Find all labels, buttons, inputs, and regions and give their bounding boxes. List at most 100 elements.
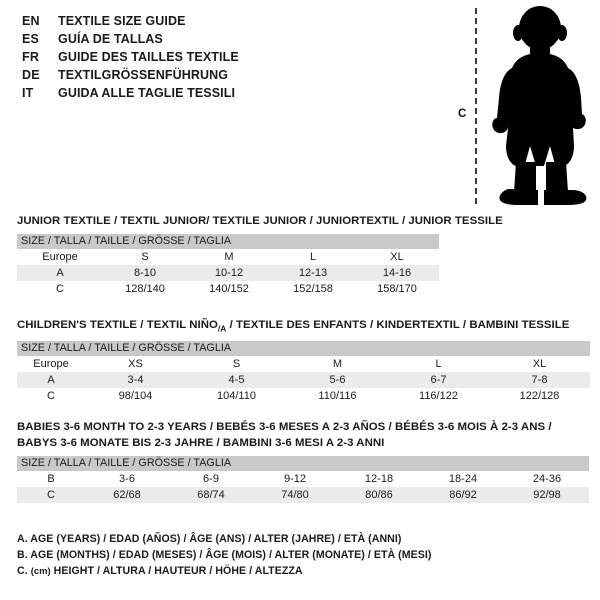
- table-cell: 12-18: [337, 471, 421, 487]
- row-label: B: [17, 471, 85, 487]
- table-cell: 80/86: [337, 487, 421, 503]
- section-junior-textile: JUNIOR TEXTILE / TEXTIL JUNIOR/ TEXTILE …: [17, 214, 503, 297]
- legend-line-b: B. AGE (MONTHS) / EDAD (MESES) / ÂGE (MO…: [17, 549, 432, 561]
- table-row: Europe S M L XL: [17, 249, 439, 265]
- legend-line-c: C. (cm) HEIGHT / ALTURA / HAUTEUR / HÖHE…: [17, 563, 577, 579]
- table-cell: 3-6: [85, 471, 169, 487]
- row-label: C: [17, 281, 103, 297]
- table-row: A 8-10 10-12 12-13 14-16: [17, 265, 439, 281]
- language-code-en: EN: [22, 14, 40, 28]
- legend-line-c-post: HEIGHT / ALTURA / HAUTEUR / HÖHE / ALTEZ…: [50, 565, 303, 577]
- table-cell: 128/140: [103, 281, 187, 297]
- row-label: Europe: [17, 356, 85, 373]
- guide-title-en: TEXTILE SIZE GUIDE: [58, 14, 186, 28]
- language-row: EN TEXTILE SIZE GUIDE: [22, 12, 422, 30]
- section-childrens-textile: CHILDREN'S TEXTILE / TEXTIL NIÑO/A / TEX…: [17, 318, 590, 405]
- table-cell: 14-16: [355, 265, 439, 281]
- row-label: A: [17, 372, 85, 389]
- table-cell: 10-12: [187, 265, 271, 281]
- table-cell: M: [187, 249, 271, 265]
- table-cell: 4-5: [186, 372, 287, 389]
- table-cell: L: [271, 249, 355, 265]
- row-label: Europe: [17, 249, 103, 265]
- table-header-row: SIZE / TALLA / TAILLE / GRÖSSE / TAGLIA: [17, 456, 589, 471]
- legend-line-a: A. AGE (YEARS) / EDAD (AÑOS) / ÂGE (ANS)…: [17, 533, 402, 545]
- table-cell: 68/74: [169, 487, 253, 503]
- table-cell: 92/98: [505, 487, 589, 503]
- language-code-es: ES: [22, 32, 40, 46]
- legend-block: A. AGE (YEARS) / EDAD (AÑOS) / ÂGE (ANS)…: [17, 531, 577, 579]
- section-title-junior: JUNIOR TEXTILE / TEXTIL JUNIOR/ TEXTILE …: [17, 215, 503, 227]
- language-row: IT GUIDA ALLE TAGLIE TESSILI: [22, 84, 422, 102]
- guide-title-de: TEXTILGRÖSSENFÜHRUNG: [58, 68, 229, 82]
- table-cell: 12-13: [271, 265, 355, 281]
- table-cell: 6-9: [169, 471, 253, 487]
- table-cell: XL: [489, 356, 590, 373]
- section-babies-textile: BABIES 3-6 MONTH TO 2-3 YEARS / BEBÉS 3-…: [17, 420, 589, 503]
- legend-line-c-unit: (cm): [30, 565, 51, 576]
- section-title-babies-line1: BABIES 3-6 MONTH TO 2-3 YEARS / BEBÉS 3-…: [17, 421, 552, 433]
- table-cell: 6-7: [388, 372, 489, 389]
- table-row: B 3-6 6-9 9-12 12-18 18-24 24-36: [17, 471, 589, 487]
- language-row: FR GUIDE DES TAILLES TEXTILE: [22, 48, 422, 66]
- table-cell: 74/80: [253, 487, 337, 503]
- height-measure-label: C: [458, 108, 467, 120]
- table-row: A 3-4 4-5 5-6 6-7 7-8: [17, 372, 590, 389]
- table-cell: 152/158: [271, 281, 355, 297]
- table-cell: 8-10: [103, 265, 187, 281]
- table-row: C 62/68 68/74 74/80 80/86 86/92 92/98: [17, 487, 589, 503]
- table-cell: 5-6: [287, 372, 388, 389]
- section-title-children-sub: /A: [217, 323, 227, 334]
- section-title-children-pre: CHILDREN'S TEXTILE / TEXTIL NIÑO: [17, 319, 218, 331]
- language-row: ES GUÍA DE TALLAS: [22, 30, 422, 48]
- table-cell: S: [186, 356, 287, 373]
- guide-title-fr: GUIDE DES TAILLES TEXTILE: [58, 50, 239, 64]
- table-cell: 104/110: [186, 388, 287, 405]
- table-cell: 62/68: [85, 487, 169, 503]
- table-cell: 158/170: [355, 281, 439, 297]
- guide-title-it: GUIDA ALLE TAGLIE TESSILI: [58, 86, 236, 100]
- section-title-children: CHILDREN'S TEXTILE / TEXTIL NIÑO/A / TEX…: [17, 318, 590, 336]
- language-code-fr: FR: [22, 50, 40, 64]
- language-title-block: EN TEXTILE SIZE GUIDE ES GUÍA DE TALLAS …: [22, 12, 422, 102]
- table-cell: L: [388, 356, 489, 373]
- table-cell: 3-4: [85, 372, 186, 389]
- table-row: Europe XS S M L XL: [17, 356, 590, 373]
- size-header-label: SIZE / TALLA / TAILLE / GRÖSSE / TAGLIA: [17, 456, 589, 471]
- height-dashed-line: [475, 8, 477, 204]
- table-cell: XS: [85, 356, 186, 373]
- language-row: DE TEXTILGRÖSSENFÜHRUNG: [22, 66, 422, 84]
- section-title-babies-line2: BABYS 3-6 MONATE BIS 2-3 JAHRE / BAMBINI…: [17, 437, 385, 449]
- table-cell: 116/122: [388, 388, 489, 405]
- section-title-children-post: / TEXTILE DES ENFANTS / KINDERTEXTIL / B…: [226, 319, 570, 331]
- junior-size-table: SIZE / TALLA / TAILLE / GRÖSSE / TAGLIA …: [17, 234, 439, 297]
- children-size-table: SIZE / TALLA / TAILLE / GRÖSSE / TAGLIA …: [17, 341, 590, 405]
- table-cell: 122/128: [489, 388, 590, 405]
- guide-title-es: GUÍA DE TALLAS: [58, 32, 163, 46]
- table-cell: 110/116: [287, 388, 388, 405]
- language-code-de: DE: [22, 68, 40, 82]
- table-cell: 24-36: [505, 471, 589, 487]
- table-row: C 128/140 140/152 152/158 158/170: [17, 281, 439, 297]
- table-header-row: SIZE / TALLA / TAILLE / GRÖSSE / TAGLIA: [17, 234, 439, 249]
- table-cell: 9-12: [253, 471, 337, 487]
- table-cell: 98/104: [85, 388, 186, 405]
- table-header-row: SIZE / TALLA / TAILLE / GRÖSSE / TAGLIA: [17, 341, 590, 357]
- table-row: C 98/104 104/110 110/116 116/122 122/128: [17, 388, 590, 405]
- size-header-label: SIZE / TALLA / TAILLE / GRÖSSE / TAGLIA: [17, 234, 439, 249]
- row-label: C: [17, 487, 85, 503]
- toddler-silhouette-icon: [492, 6, 587, 205]
- table-cell: S: [103, 249, 187, 265]
- row-label: A: [17, 265, 103, 281]
- table-cell: M: [287, 356, 388, 373]
- table-cell: 140/152: [187, 281, 271, 297]
- row-label: C: [17, 388, 85, 405]
- legend-line-c-pre: C.: [17, 565, 31, 577]
- language-code-it: IT: [22, 86, 34, 100]
- table-cell: 86/92: [421, 487, 505, 503]
- table-cell: 7-8: [489, 372, 590, 389]
- height-measurement-figure: C: [440, 4, 600, 209]
- babies-size-table: SIZE / TALLA / TAILLE / GRÖSSE / TAGLIA …: [17, 456, 589, 503]
- table-cell: 18-24: [421, 471, 505, 487]
- table-cell: XL: [355, 249, 439, 265]
